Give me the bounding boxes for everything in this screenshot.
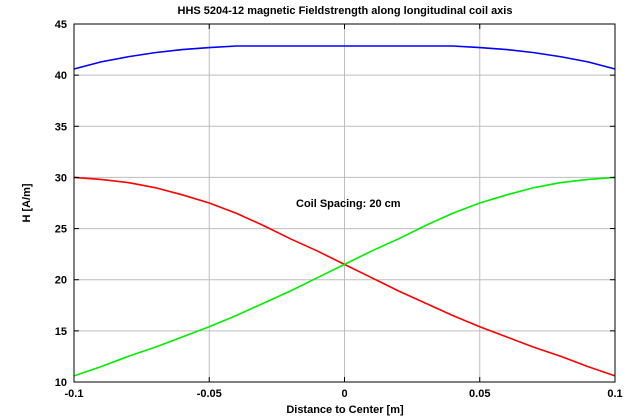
series-layer	[73, 45, 616, 377]
y-tick-label: 15	[55, 326, 67, 338]
x-tick-label: -0.1	[65, 388, 84, 400]
y-tick-label: 25	[55, 224, 67, 236]
x-tick-label: 0.05	[469, 388, 490, 400]
x-tick-labels: -0.1 -0.05 0 0.05 0.1	[65, 388, 623, 400]
y-tick-label: 40	[55, 70, 67, 82]
y-tick-label: 20	[55, 275, 67, 287]
coil-spacing-annotation: Coil Spacing: 20 cm	[296, 198, 401, 210]
y-tick-labels: 10 15 20 25 30 35 40 45	[55, 19, 67, 389]
x-axis-label: Distance to Center [m]	[286, 404, 404, 416]
y-tick-label: 45	[55, 19, 67, 31]
y-tick-label: 35	[55, 121, 67, 133]
y-tick-label: 10	[55, 377, 67, 389]
series-line-1	[73, 45, 616, 70]
x-tick-label: 0.1	[607, 388, 622, 400]
tick-layer	[73, 23, 616, 383]
series-line-3	[73, 176, 616, 377]
y-tick-label: 30	[55, 172, 67, 184]
x-tick-label: 0	[341, 388, 347, 400]
chart-title: HHS 5204-12 magnetic Fieldstrength along…	[178, 5, 513, 17]
y-axis-label: H [A/m]	[21, 183, 33, 222]
x-tick-label: -0.05	[197, 388, 222, 400]
